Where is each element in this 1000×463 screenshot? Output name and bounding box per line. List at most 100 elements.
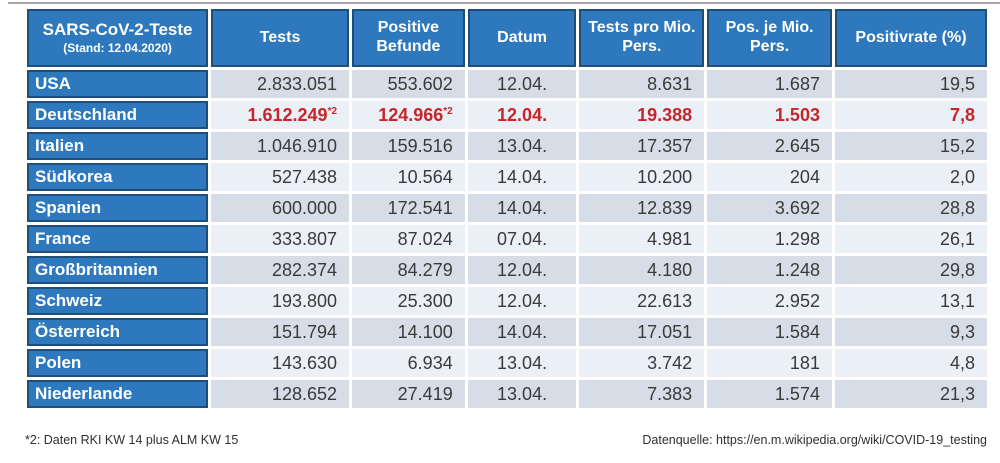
tests-cell: 282.374 <box>211 256 350 284</box>
positivrate-cell: 15,2 <box>834 132 987 160</box>
positivrate-cell: 7,8 <box>834 101 987 129</box>
table-row: Spanien 600.000 172.541 14.04. 12.839 3.692 28… <box>27 194 987 222</box>
tests-per-mio-cell: 8.631 <box>579 70 705 98</box>
table-title: SARS-CoV-2-Teste <box>42 20 193 40</box>
pos-per-mio-cell: 204 <box>707 163 832 191</box>
datum-cell: 13.04. <box>467 132 577 160</box>
tests-per-mio-cell: 17.051 <box>579 318 705 346</box>
pos-per-mio-cell: 1.687 <box>707 70 832 98</box>
pos-per-mio-cell: 3.692 <box>707 194 832 222</box>
positivrate-cell: 19,5 <box>834 70 987 98</box>
datum-cell: 12.04. <box>467 70 577 98</box>
positive-cell: 172.541 <box>352 194 465 222</box>
datum-cell: 12.04. <box>467 101 577 129</box>
tests-cell: 143.630 <box>211 349 350 377</box>
pos-per-mio-cell: 2.645 <box>707 132 832 160</box>
positive-cell: 87.024 <box>352 225 465 253</box>
country-cell: Großbritannien <box>27 256 209 284</box>
country-cell: USA <box>27 70 209 98</box>
positivrate-cell: 4,8 <box>834 349 987 377</box>
pos-per-mio-cell: 1.298 <box>707 225 832 253</box>
datum-cell: 07.04. <box>467 225 577 253</box>
country-cell: Schweiz <box>27 287 209 315</box>
tests-cell: 1.046.910 <box>211 132 350 160</box>
table-row: Schweiz 193.800 25.300 12.04. 22.613 2.952 13,… <box>27 287 987 315</box>
positive-cell: 553.602 <box>352 70 465 98</box>
country-cell: Deutschland <box>27 101 209 129</box>
positive-cell: 27.419 <box>352 380 465 408</box>
column-header-datum: Datum <box>467 9 577 67</box>
positive-cell: 25.300 <box>352 287 465 315</box>
tests-cell: 2.833.051 <box>211 70 350 98</box>
table-row: Südkorea 527.438 10.564 14.04. 10.200 204 2,0 <box>27 163 987 191</box>
datum-cell: 13.04. <box>467 349 577 377</box>
tests-cell: 333.807 <box>211 225 350 253</box>
positive-cell: 159.516 <box>352 132 465 160</box>
table-row: Niederlande 128.652 27.419 13.04. 7.383 1.574… <box>27 380 987 408</box>
table-subtitle: (Stand: 12.04.2020) <box>63 41 172 56</box>
positive-cell: 10.564 <box>352 163 465 191</box>
column-header-positive: Positive Befunde <box>352 9 465 67</box>
country-cell: France <box>27 225 209 253</box>
table-row: Großbritannien 282.374 84.279 12.04. 4.180 1.… <box>27 256 987 284</box>
table-title-cell: SARS-CoV-2-Teste (Stand: 12.04.2020) <box>27 9 209 67</box>
country-cell: Spanien <box>27 194 209 222</box>
datum-cell: 12.04. <box>467 256 577 284</box>
top-divider <box>8 2 1000 4</box>
tests-per-mio-cell: 19.388 <box>579 101 705 129</box>
tests-per-mio-cell: 3.742 <box>579 349 705 377</box>
pos-per-mio-cell: 1.574 <box>707 380 832 408</box>
positive-cell: 6.934 <box>352 349 465 377</box>
positivrate-cell: 2,0 <box>834 163 987 191</box>
pos-per-mio-cell: 1.248 <box>707 256 832 284</box>
table-row: Österreich 151.794 14.100 14.04. 17.051 1.584… <box>27 318 987 346</box>
positivrate-cell: 29,8 <box>834 256 987 284</box>
datum-cell: 13.04. <box>467 380 577 408</box>
country-cell: Südkorea <box>27 163 209 191</box>
tests-per-mio-cell: 12.839 <box>579 194 705 222</box>
positive-cell: 14.100 <box>352 318 465 346</box>
datum-cell: 12.04. <box>467 287 577 315</box>
country-cell: Italien <box>27 132 209 160</box>
tests-cell: 151.794 <box>211 318 350 346</box>
datum-cell: 14.04. <box>467 318 577 346</box>
positive-cell: 84.279 <box>352 256 465 284</box>
table-body: USA 2.833.051 553.602 12.04. 8.631 1.687 19,5 D… <box>27 70 987 408</box>
positivrate-cell: 28,8 <box>834 194 987 222</box>
country-cell: Österreich <box>27 318 209 346</box>
footnote: *2: Daten RKI KW 14 plus ALM KW 15 <box>25 433 239 447</box>
data-source: Datenquelle: https://en.m.wikipedia.org/… <box>642 433 987 447</box>
positivrate-cell: 26,1 <box>834 225 987 253</box>
tests-cell: 527.438 <box>211 163 350 191</box>
table-row: Polen 143.630 6.934 13.04. 3.742 181 4,8 <box>27 349 987 377</box>
tests-cell: 1.612.249*2 <box>211 101 350 129</box>
country-cell: Niederlande <box>27 380 209 408</box>
table-row: Italien 1.046.910 159.516 13.04. 17.357 2.645… <box>27 132 987 160</box>
datum-cell: 14.04. <box>467 194 577 222</box>
tests-per-mio-cell: 7.383 <box>579 380 705 408</box>
column-header-tests: Tests <box>211 9 350 67</box>
tests-per-mio-cell: 10.200 <box>579 163 705 191</box>
tests-cell: 193.800 <box>211 287 350 315</box>
pos-per-mio-cell: 2.952 <box>707 287 832 315</box>
footnote-marker: *2 <box>327 105 338 117</box>
datum-cell: 14.04. <box>467 163 577 191</box>
tests-per-mio-cell: 17.357 <box>579 132 705 160</box>
footnote-marker: *2 <box>443 105 453 117</box>
positive-cell: 124.966*2 <box>352 101 465 129</box>
tests-per-mio-cell: 4.180 <box>579 256 705 284</box>
positivrate-cell: 21,3 <box>834 380 987 408</box>
tests-per-mio-cell: 22.613 <box>579 287 705 315</box>
covid-test-table: SARS-CoV-2-Teste (Stand: 12.04.2020) Tes… <box>24 6 990 411</box>
footer: *2: Daten RKI KW 14 plus ALM KW 15 Daten… <box>25 433 987 447</box>
table-row: Deutschland 1.612.249*2 124.966*2 12.04. 19.… <box>27 101 987 129</box>
column-header-positivrate: Positivrate (%) <box>834 9 987 67</box>
positivrate-cell: 9,3 <box>834 318 987 346</box>
table-row: France 333.807 87.024 07.04. 4.981 1.298 26,1 <box>27 225 987 253</box>
country-cell: Polen <box>27 349 209 377</box>
column-header-pos-per-mio: Pos. je Mio. Pers. <box>707 9 832 67</box>
pos-per-mio-cell: 181 <box>707 349 832 377</box>
tests-cell: 600.000 <box>211 194 350 222</box>
header-row: SARS-CoV-2-Teste (Stand: 12.04.2020) Tes… <box>27 9 987 67</box>
